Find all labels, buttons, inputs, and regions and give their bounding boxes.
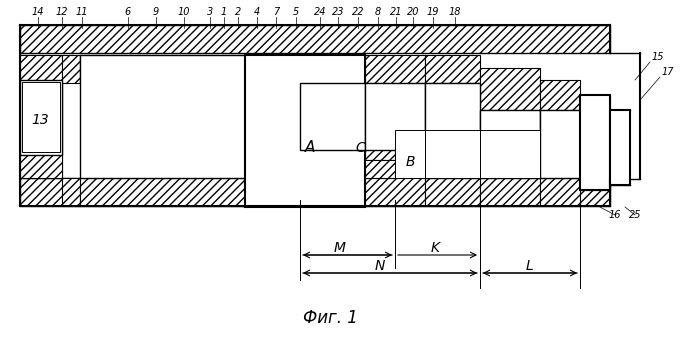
- Bar: [365, 83, 425, 150]
- Bar: [425, 83, 480, 178]
- Bar: [365, 140, 395, 160]
- Text: A: A: [304, 141, 315, 155]
- Bar: [480, 110, 540, 178]
- Text: K: K: [430, 241, 440, 255]
- Text: 8: 8: [375, 7, 381, 17]
- Text: Фиг. 1: Фиг. 1: [302, 309, 358, 327]
- Text: 18: 18: [449, 7, 461, 17]
- Bar: [425, 178, 480, 206]
- Text: 7: 7: [273, 7, 279, 17]
- Text: 23: 23: [332, 7, 344, 17]
- Bar: [285, 178, 300, 206]
- Bar: [365, 178, 425, 206]
- Bar: [62, 178, 80, 206]
- Bar: [425, 130, 480, 178]
- Text: 1: 1: [221, 7, 227, 17]
- Bar: [580, 95, 610, 190]
- Bar: [395, 130, 425, 178]
- Text: 14: 14: [32, 7, 44, 17]
- Bar: [480, 130, 540, 178]
- Bar: [540, 178, 580, 206]
- Text: 24: 24: [314, 7, 326, 17]
- Bar: [20, 80, 62, 155]
- Text: B: B: [405, 155, 414, 169]
- Bar: [610, 110, 630, 185]
- Bar: [580, 178, 610, 190]
- Bar: [285, 55, 300, 83]
- Text: 19: 19: [427, 7, 440, 17]
- Bar: [62, 55, 80, 83]
- Bar: [480, 178, 540, 206]
- Text: 25: 25: [629, 210, 641, 220]
- Text: 5: 5: [293, 7, 299, 17]
- Text: L: L: [526, 259, 534, 273]
- Text: 15: 15: [652, 52, 664, 62]
- Text: 21: 21: [390, 7, 402, 17]
- Text: 10: 10: [178, 7, 190, 17]
- Bar: [22, 82, 60, 152]
- Bar: [20, 55, 62, 178]
- Bar: [365, 160, 395, 178]
- Bar: [245, 55, 365, 207]
- Bar: [300, 55, 365, 83]
- Text: M: M: [334, 241, 346, 255]
- Bar: [80, 55, 245, 83]
- Text: 20: 20: [407, 7, 419, 17]
- Text: 3: 3: [207, 7, 213, 17]
- Bar: [80, 178, 245, 206]
- Bar: [365, 55, 425, 83]
- Text: N: N: [374, 259, 385, 273]
- Bar: [540, 80, 580, 110]
- Text: 2: 2: [235, 7, 241, 17]
- Bar: [425, 55, 480, 83]
- Bar: [245, 178, 285, 206]
- Bar: [245, 55, 285, 83]
- Bar: [540, 110, 580, 178]
- Bar: [480, 68, 540, 110]
- Text: 4: 4: [254, 7, 260, 17]
- Bar: [300, 178, 365, 206]
- Bar: [80, 55, 245, 178]
- Bar: [580, 95, 610, 120]
- Text: 11: 11: [76, 7, 88, 17]
- Text: 16: 16: [609, 210, 622, 220]
- Text: 12: 12: [56, 7, 69, 17]
- Text: 9: 9: [153, 7, 159, 17]
- Bar: [20, 55, 62, 178]
- Bar: [20, 178, 610, 206]
- Text: 13: 13: [31, 113, 49, 127]
- Text: 6: 6: [125, 7, 131, 17]
- Text: 17: 17: [662, 67, 675, 77]
- Bar: [20, 25, 610, 53]
- Text: 22: 22: [351, 7, 364, 17]
- Bar: [300, 83, 365, 150]
- Text: C: C: [355, 141, 365, 155]
